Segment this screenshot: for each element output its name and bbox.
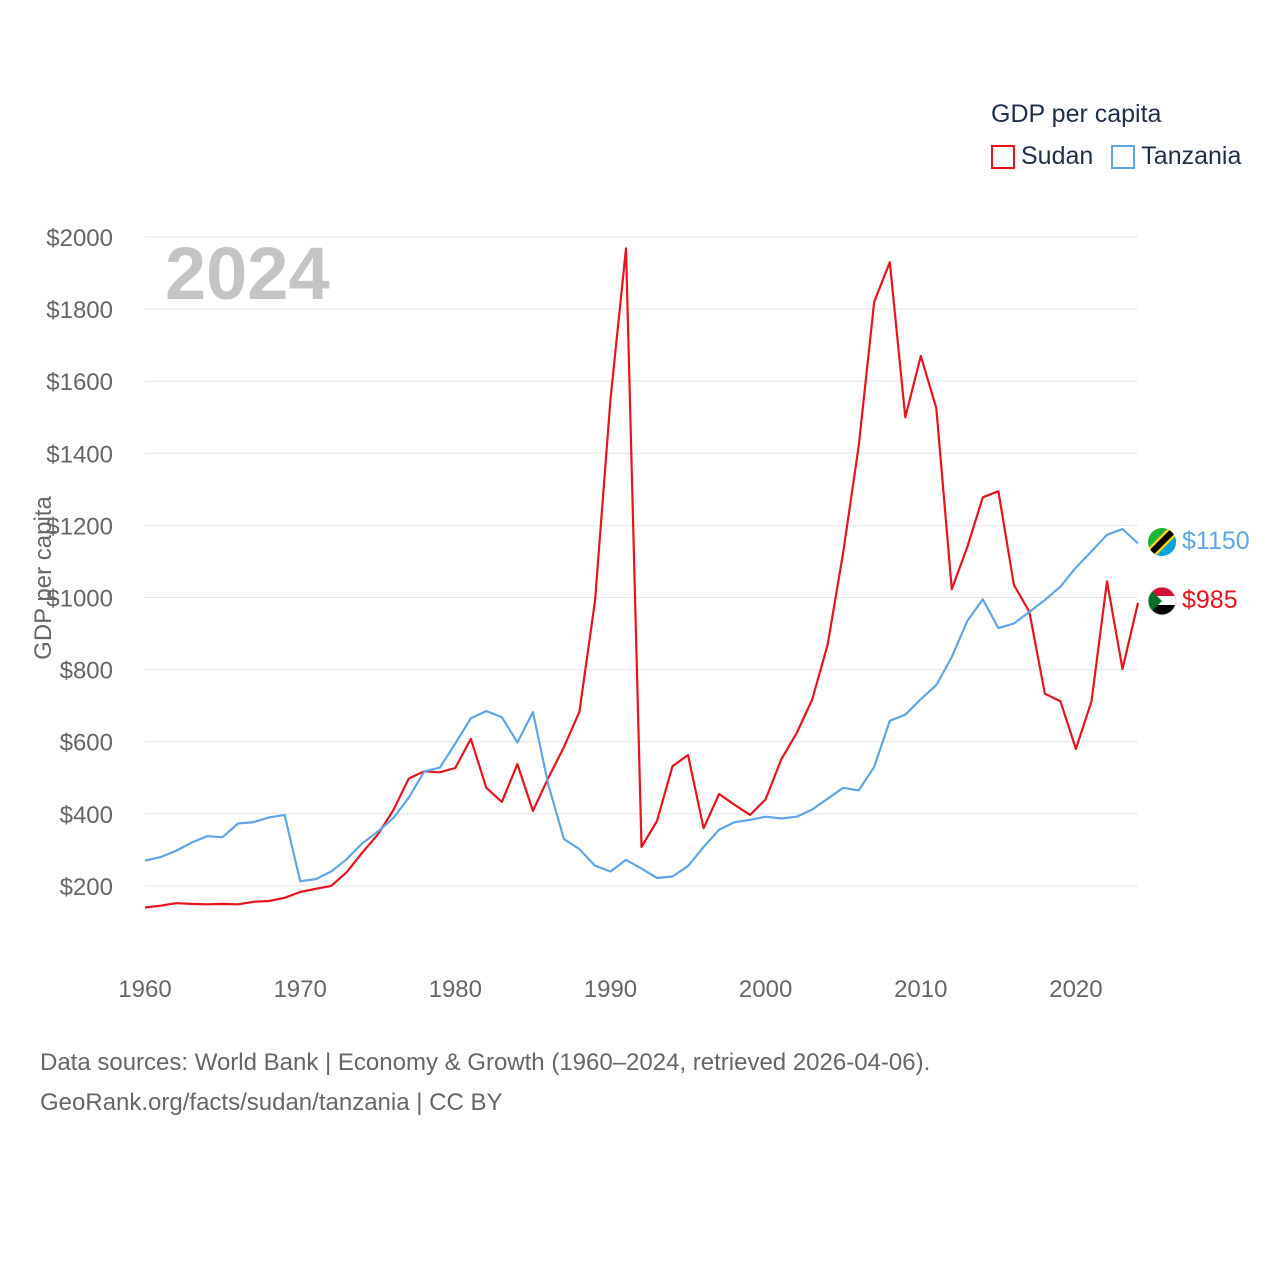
x-tick-label: 2000 bbox=[739, 976, 792, 1003]
x-tick-label: 2010 bbox=[894, 976, 947, 1003]
x-tick-label: 1960 bbox=[118, 976, 171, 1003]
y-tick-label: $1000 bbox=[46, 586, 113, 613]
series-lines bbox=[144, 247, 1140, 909]
series-line-tanzania bbox=[144, 527, 1139, 883]
y-tick-label: $1400 bbox=[46, 441, 113, 468]
legend-item-tanzania[interactable]: Tanzania bbox=[1111, 142, 1241, 171]
y-tick-label: $1800 bbox=[46, 297, 113, 324]
y-tick-label: $2000 bbox=[46, 225, 113, 252]
year-label: 2024 bbox=[165, 232, 330, 315]
sudan-flag-icon bbox=[1147, 586, 1177, 616]
data-sources: Data sources: World Bank | Economy & Gro… bbox=[40, 1043, 930, 1123]
tanzania-value-label: $1150 bbox=[1182, 527, 1250, 555]
y-axis-label: GDP per capita bbox=[30, 496, 57, 660]
legend-item-sudan[interactable]: Sudan bbox=[991, 142, 1093, 171]
y-tick-label: $1600 bbox=[46, 369, 113, 396]
legend-swatch-sudan bbox=[991, 144, 1015, 169]
x-axis-ticks: 1960 1970 1980 1990 2000 2010 2020 bbox=[118, 976, 1102, 1003]
legend-label-tanzania: Tanzania bbox=[1141, 142, 1242, 170]
x-tick-label: 1980 bbox=[429, 976, 482, 1003]
y-tick-label: $400 bbox=[60, 802, 113, 829]
x-tick-label: 1970 bbox=[273, 976, 326, 1003]
legend-title: GDP per capita bbox=[991, 100, 1162, 128]
x-tick-label: 2020 bbox=[1049, 976, 1102, 1003]
legend-label-sudan: Sudan bbox=[1021, 142, 1094, 170]
y-tick-label: $200 bbox=[60, 874, 113, 901]
legend-swatch-tanzania bbox=[1111, 144, 1136, 169]
x-tick-label: 1990 bbox=[584, 976, 637, 1003]
legend: Sudan Tanzania bbox=[991, 142, 1241, 171]
sudan-value-label: $985 bbox=[1182, 586, 1238, 614]
series-line-sudan bbox=[144, 247, 1140, 909]
gridlines bbox=[145, 236, 1138, 887]
y-axis-ticks: $200 $400 $600 $800 $1000 $1200 $1400 $1600 $180… bbox=[46, 225, 113, 901]
y-tick-label: $600 bbox=[60, 730, 113, 757]
y-tick-label: $1200 bbox=[46, 513, 113, 540]
tanzania-flag-icon bbox=[1148, 528, 1176, 556]
y-tick-label: $800 bbox=[60, 658, 113, 685]
sources-line-1: Data sources: World Bank | Economy & Gro… bbox=[40, 1049, 931, 1076]
sources-line-2[interactable]: GeoRank.org/facts/sudan/tanzania | CC BY bbox=[40, 1089, 503, 1116]
